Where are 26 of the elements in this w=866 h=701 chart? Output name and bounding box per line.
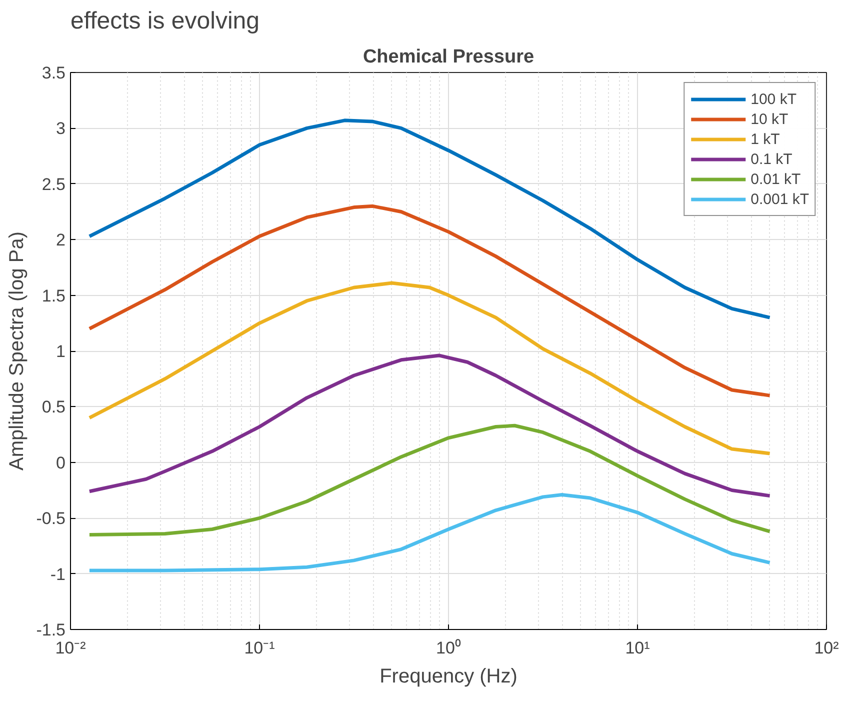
x-tick-label: 10⁻² — [55, 638, 86, 658]
y-tick-label: -0.5 — [36, 509, 66, 528]
legend-label: 0.001 kT — [750, 190, 809, 208]
legend-label: 0.1 kT — [750, 150, 792, 168]
x-tick-label: 10⁻¹ — [244, 638, 276, 658]
legend-label: 10 kT — [750, 110, 788, 128]
y-tick-label: 1 — [56, 342, 66, 361]
text: effects is evolving — [70, 8, 260, 34]
y-tick-label: 2.5 — [42, 174, 66, 194]
chart-title: Chemical Pressure — [362, 46, 534, 68]
x-tick-label: 10² — [814, 638, 840, 658]
legend-label: 100 kT — [750, 90, 796, 108]
y-tick-label: -1.5 — [36, 620, 66, 640]
y-tick-label: -1 — [50, 564, 66, 584]
y-tick-label: 3.5 — [42, 64, 66, 82]
y-tick-label: 1.5 — [42, 286, 66, 306]
x-axis-title: Frequency (Hz) — [380, 666, 518, 688]
x-tick-label: 10⁰ — [436, 638, 461, 658]
y-axis-title: Amplitude Spectra (log Pa) — [6, 231, 28, 470]
legend-label: 1 kT — [750, 130, 780, 148]
y-tick-label: 2 — [56, 230, 66, 250]
legend-label: 0.01 kT — [750, 170, 801, 188]
y-tick-label: 0.5 — [42, 398, 66, 417]
x-tick-label: 10¹ — [625, 638, 650, 658]
y-tick-label: 0 — [56, 453, 66, 472]
y-tick-label: 3 — [56, 119, 66, 138]
